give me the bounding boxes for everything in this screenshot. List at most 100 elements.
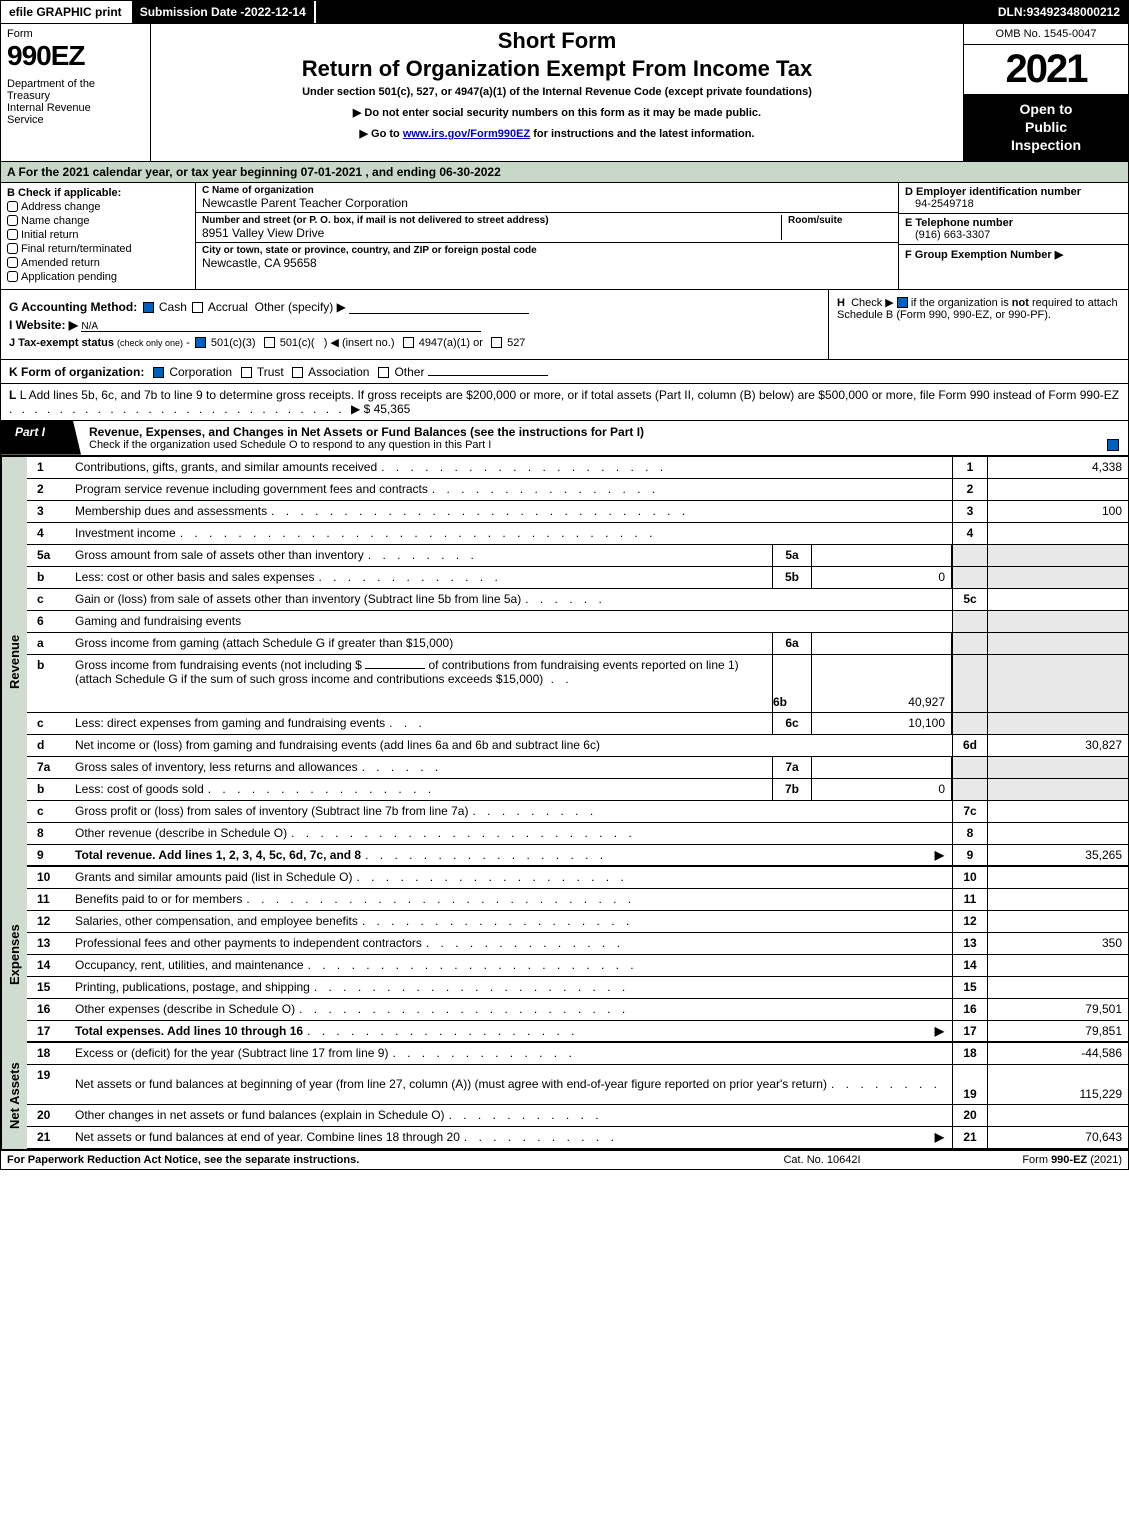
line-5a: 5a Gross amount from sale of assets othe… [27,545,1128,567]
section-bcdef: B Check if applicable: Address change Na… [0,183,1129,290]
line-10: 10 Grants and similar amounts paid (list… [27,867,1128,889]
line-8: 8 Other revenue (describe in Schedule O)… [27,823,1128,845]
d-ein-label: D Employer identification number [905,186,1122,198]
chk-name-change[interactable]: Name change [7,215,189,227]
d-ein-value: 94-2549718 [905,198,1122,210]
line-2: 2 Program service revenue including gove… [27,479,1128,501]
f-group-label: F Group Exemption Number ▶ [905,248,1122,261]
section-k: K Form of organization: Corporation Trus… [0,360,1129,384]
h-check: H Check ▶ if the organization is not req… [828,290,1128,359]
chk-address-change[interactable]: Address change [7,201,189,213]
ghij-left: G Accounting Method: Cash Accrual Other … [1,290,828,359]
chk-other-org[interactable] [378,367,389,378]
section-a: A For the 2021 calendar year, or tax yea… [0,162,1129,183]
dln-value: 93492348000212 [1027,5,1120,19]
chk-final-return[interactable]: Final return/terminated [7,243,189,255]
line-17: 17 Total expenses. Add lines 10 through … [27,1021,1128,1043]
form-number: 990EZ [7,40,144,72]
part1-title: Revenue, Expenses, and Changes in Net As… [81,421,1098,455]
side-expenses: Expenses [1,867,27,1043]
line-20: 20 Other changes in net assets or fund b… [27,1105,1128,1127]
section-c: C Name of organization Newcastle Parent … [196,183,898,289]
c-city-value: Newcastle, CA 95658 [202,256,892,270]
line-5c: c Gain or (loss) from sale of assets oth… [27,589,1128,611]
line-6b: b Gross income from fundraising events (… [27,655,1128,713]
c-city-label: City or town, state or province, country… [202,245,892,256]
line-12: 12 Salaries, other compensation, and emp… [27,911,1128,933]
footer-form: Form 990-EZ (2021) [922,1154,1122,1166]
l-text: L Add lines 5b, 6c, and 7b to line 9 to … [20,388,1119,402]
part1-body: Revenue 1 Contributions, gifts, grants, … [0,457,1129,1149]
c-name-label: C Name of organization [202,185,892,196]
part1-check[interactable] [1098,421,1128,455]
chk-application-pending[interactable]: Application pending [7,271,189,283]
omb-number: OMB No. 1545-0047 [964,24,1128,45]
section-l: L L Add lines 5b, 6c, and 7b to line 9 t… [0,384,1129,421]
side-revenue: Revenue [1,457,27,867]
top-bar: efile GRAPHIC print Submission Date - 20… [0,0,1129,24]
title-short-form: Short Form [159,28,955,54]
page-footer: For Paperwork Reduction Act Notice, see … [0,1149,1129,1170]
line-18: 18 Excess or (deficit) for the year (Sub… [27,1043,1128,1065]
line-9: 9 Total revenue. Add lines 1, 2, 3, 4, 5… [27,845,1128,867]
dln: DLN: 93492348000212 [990,1,1128,23]
efile-print[interactable]: efile GRAPHIC print [1,1,132,23]
line-13: 13 Professional fees and other payments … [27,933,1128,955]
form-title-block: Short Form Return of Organization Exempt… [151,24,963,161]
chk-4947[interactable] [403,337,414,348]
line-3: 3 Membership dues and assessments. . . .… [27,501,1128,523]
submission-date: Submission Date - 2022-12-14 [132,1,316,23]
i-website: I Website: ▶ N/A [9,318,820,332]
chk-schedule-b[interactable] [897,297,908,308]
chk-trust[interactable] [241,367,252,378]
line-19: 19 Net assets or fund balances at beginn… [27,1065,1128,1105]
dln-label: DLN: [998,5,1027,19]
line-6c: c Less: direct expenses from gaming and … [27,713,1128,735]
form-id-block: Form 990EZ Department of theTreasuryInte… [1,24,151,161]
chk-initial-return[interactable]: Initial return [7,229,189,241]
chk-corporation[interactable] [153,367,164,378]
footer-notice: For Paperwork Reduction Act Notice, see … [7,1154,722,1166]
c-room-label: Room/suite [788,215,892,226]
part1-tab: Part I [1,421,81,455]
form-meta-block: OMB No. 1545-0047 2021 Open toPublicInsp… [963,24,1128,161]
subdate-label: Submission Date - [140,5,245,19]
part1-subtext: Check if the organization used Schedule … [89,439,1090,451]
line-7a: 7a Gross sales of inventory, less return… [27,757,1128,779]
line-21: 21 Net assets or fund balances at end of… [27,1127,1128,1149]
chk-501c[interactable] [264,337,275,348]
section-ghij: G Accounting Method: Cash Accrual Other … [0,290,1129,360]
chk-association[interactable] [292,367,303,378]
line-15: 15 Printing, publications, postage, and … [27,977,1128,999]
tax-year: 2021 [964,45,1128,94]
e-tel-value: (916) 663-3307 [905,229,1122,241]
c-addr-value: 8951 Valley View Drive [202,226,775,240]
title-subtitle: Under section 501(c), 527, or 4947(a)(1)… [159,86,955,98]
line-7b: b Less: cost of goods sold. . . . . . . … [27,779,1128,801]
section-def: D Employer identification number 94-2549… [898,183,1128,289]
side-net-assets: Net Assets [1,1043,27,1149]
l-amount: $ 45,365 [364,402,411,416]
open-to-public: Open toPublicInspection [964,94,1128,161]
chk-527[interactable] [491,337,502,348]
c-addr-label: Number and street (or P. O. box, if mail… [202,215,775,226]
line-14: 14 Occupancy, rent, utilities, and maint… [27,955,1128,977]
line-1: 1 Contributions, gifts, grants, and simi… [27,457,1128,479]
website-value: N/A [81,321,98,332]
irs-link[interactable]: www.irs.gov/Form990EZ [403,128,530,140]
line-11: 11 Benefits paid to or for members. . . … [27,889,1128,911]
chk-cash[interactable] [143,302,154,313]
footer-cat: Cat. No. 10642I [722,1154,922,1166]
section-b: B Check if applicable: Address change Na… [1,183,196,289]
chk-accrual[interactable] [192,302,203,313]
line-6: 6 Gaming and fundraising events [27,611,1128,633]
chk-501c3[interactable] [195,337,206,348]
line-4: 4 Investment income. . . . . . . . . . .… [27,523,1128,545]
chk-amended-return[interactable]: Amended return [7,257,189,269]
line-16: 16 Other expenses (describe in Schedule … [27,999,1128,1021]
dept-label: Department of theTreasuryInternal Revenu… [7,78,144,126]
instr-goto-post: for instructions and the latest informat… [530,128,754,140]
e-tel-label: E Telephone number [905,217,1122,229]
c-name-value: Newcastle Parent Teacher Corporation [202,196,892,210]
subdate-value: 2022-12-14 [244,5,305,19]
